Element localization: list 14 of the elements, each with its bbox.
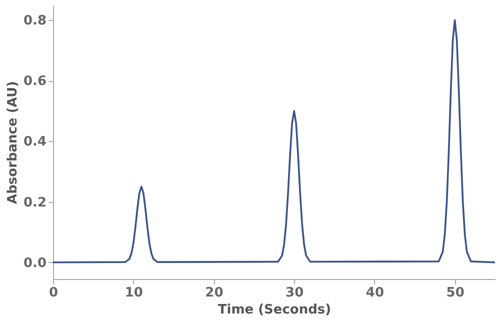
x-tick-label: 10 xyxy=(124,286,143,300)
x-axis-title: Time (Seconds) xyxy=(218,302,332,318)
y-axis-title: Absorbance (AU) xyxy=(5,81,20,204)
x-tick-label: 0 xyxy=(48,286,58,300)
y-tick-label: 0.0 xyxy=(23,256,46,271)
x-tick-label: 40 xyxy=(366,286,384,300)
y-tick-label: 0.8 xyxy=(23,14,46,29)
y-tick-label: 0.2 xyxy=(23,195,46,210)
y-tick-label: 0.6 xyxy=(23,74,46,90)
line-series xyxy=(53,19,495,264)
x-tick-label: 20 xyxy=(205,286,224,300)
y-tick-label: 0.4 xyxy=(23,134,46,150)
x-tick-label: 50 xyxy=(446,286,464,300)
x-tick-label: 30 xyxy=(286,286,304,300)
